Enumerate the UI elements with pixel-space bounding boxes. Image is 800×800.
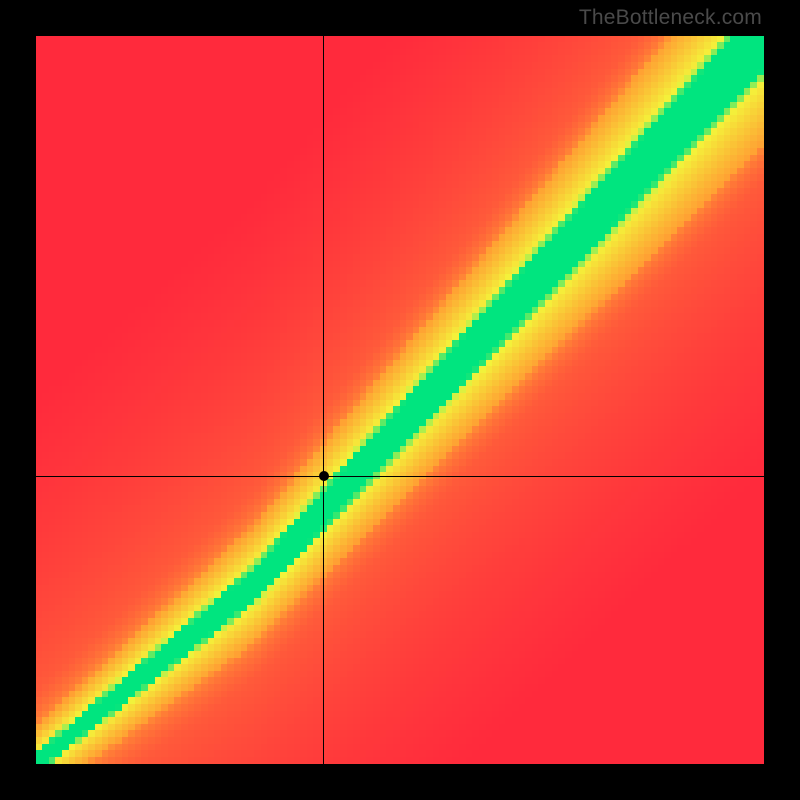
crosshair-vertical <box>323 36 324 764</box>
watermark-text: TheBottleneck.com <box>579 6 762 30</box>
bottleneck-heatmap <box>36 36 764 764</box>
heatmap-canvas <box>36 36 764 764</box>
marker-dot <box>319 471 329 481</box>
crosshair-horizontal <box>36 476 764 477</box>
